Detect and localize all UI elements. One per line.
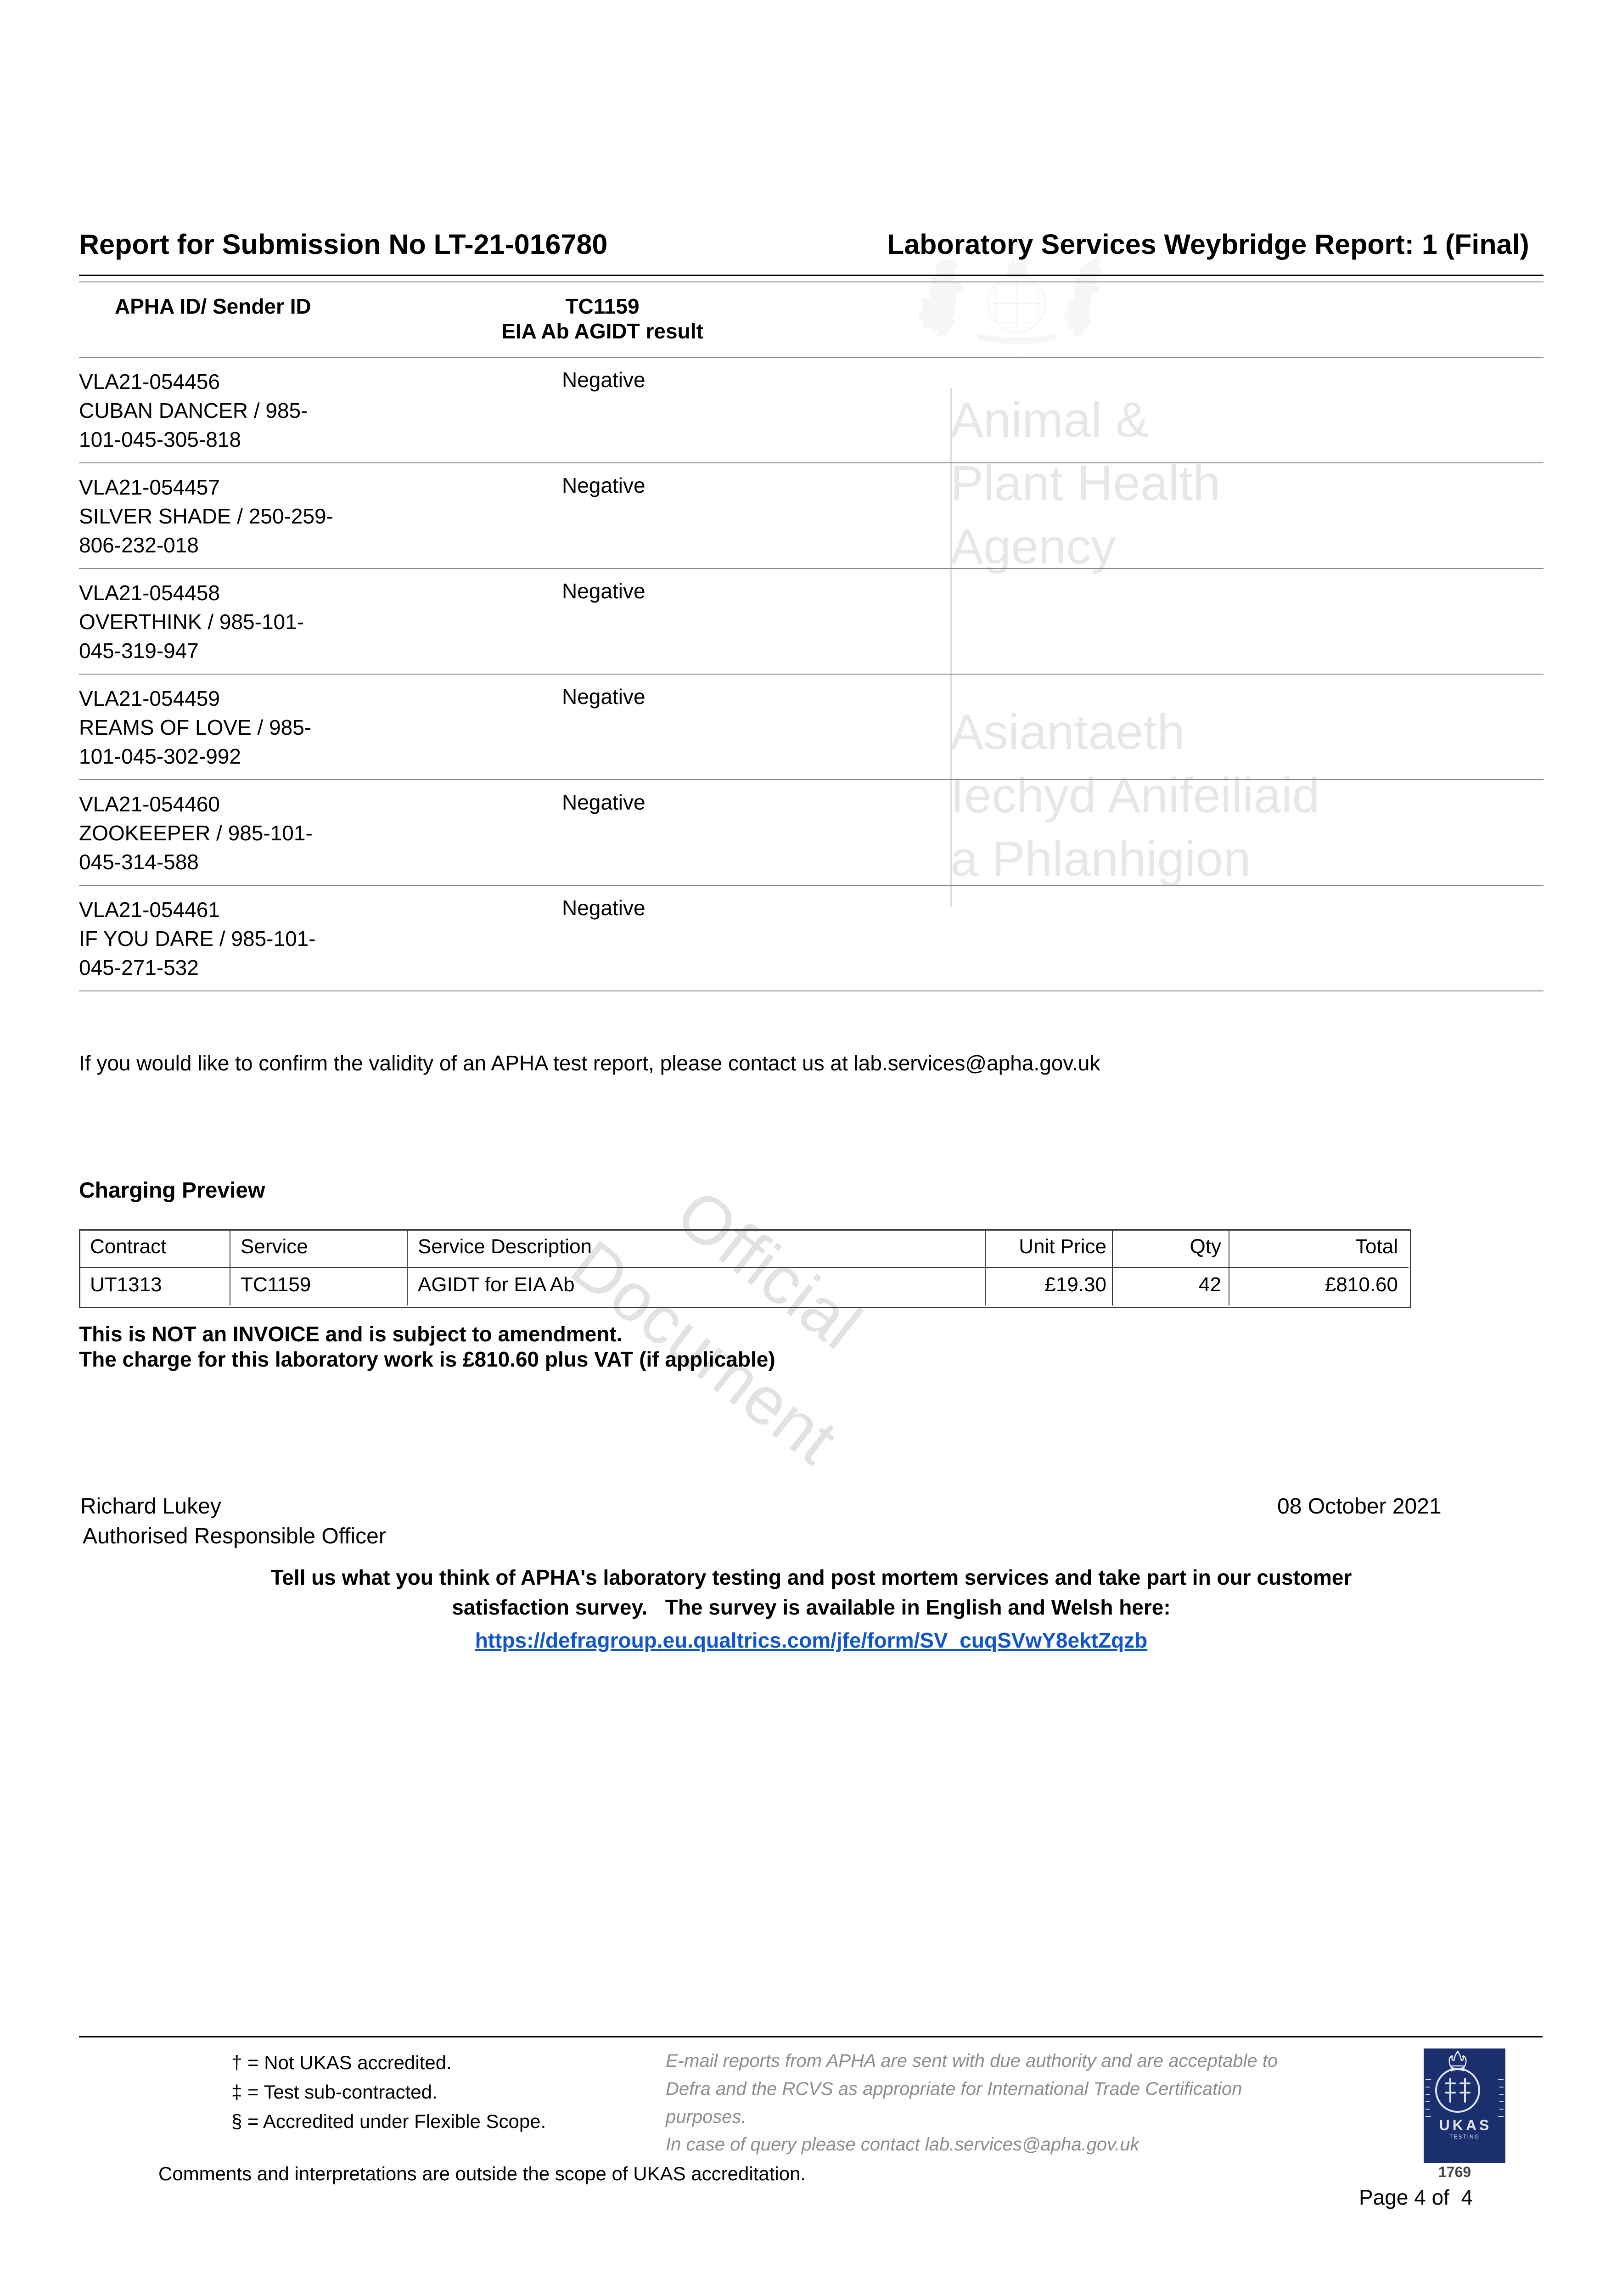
svg-text:TESTING: TESTING [1449,2133,1480,2140]
svg-text:DIEU ET MON DROIT: DIEU ET MON DROIT [983,352,1050,359]
svg-text:UKAS: UKAS [1439,2117,1492,2133]
